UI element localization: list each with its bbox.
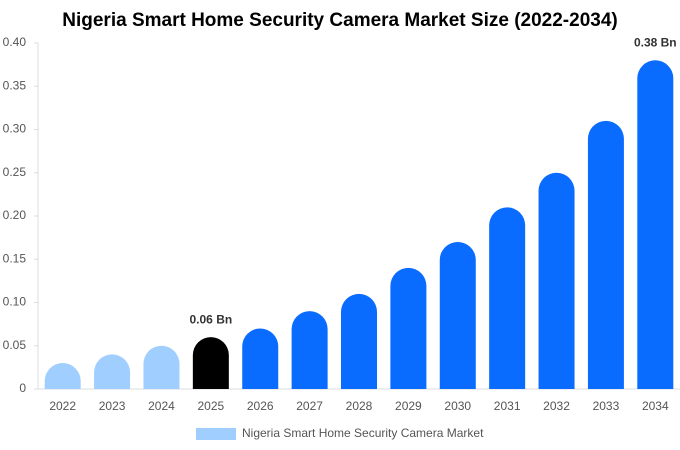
x-tick-label: 2030 (444, 399, 471, 413)
bar (242, 328, 279, 389)
x-tick-label: 2022 (49, 399, 76, 413)
bar (44, 363, 81, 389)
y-tick-label: 0.10 (3, 295, 27, 309)
y-tick-label: 0 (19, 381, 26, 395)
y-tick-label: 0.40 (3, 35, 27, 49)
x-tick-label: 2031 (494, 399, 521, 413)
bar (489, 207, 526, 389)
x-tick-label: 2026 (247, 399, 274, 413)
bar (637, 60, 674, 389)
x-tick-label: 2029 (395, 399, 422, 413)
y-tick-label: 0.30 (3, 122, 27, 136)
bar (390, 267, 427, 389)
bar (341, 293, 377, 389)
y-tick-label: 0.15 (3, 251, 27, 265)
y-tick-label: 0.05 (3, 338, 27, 352)
x-tick-label: 2028 (346, 399, 373, 413)
x-tick-label: 2023 (99, 399, 126, 413)
y-tick-label: 0.35 (3, 78, 27, 92)
y-tick-label: 0.25 (3, 165, 27, 179)
x-tick-label: 2024 (148, 399, 175, 413)
x-tick-label: 2032 (543, 399, 570, 413)
bar (587, 120, 624, 389)
legend-swatch (196, 428, 236, 440)
y-tick-label: 0.20 (3, 208, 27, 222)
x-tick-label: 2027 (296, 399, 323, 413)
value-label: 0.06 Bn (190, 312, 233, 326)
bar (192, 337, 229, 389)
bar (94, 354, 131, 389)
x-tick-label: 2033 (593, 399, 620, 413)
legend-label: Nigeria Smart Home Security Camera Marke… (242, 426, 484, 440)
bar (291, 311, 328, 389)
bar (538, 172, 575, 389)
chart-title: Nigeria Smart Home Security Camera Marke… (62, 10, 617, 31)
bar (439, 241, 476, 389)
x-tick-label: 2034 (642, 399, 669, 413)
x-tick-label: 2025 (197, 399, 224, 413)
bar (143, 345, 180, 389)
value-label: 0.38 Bn (634, 35, 677, 49)
